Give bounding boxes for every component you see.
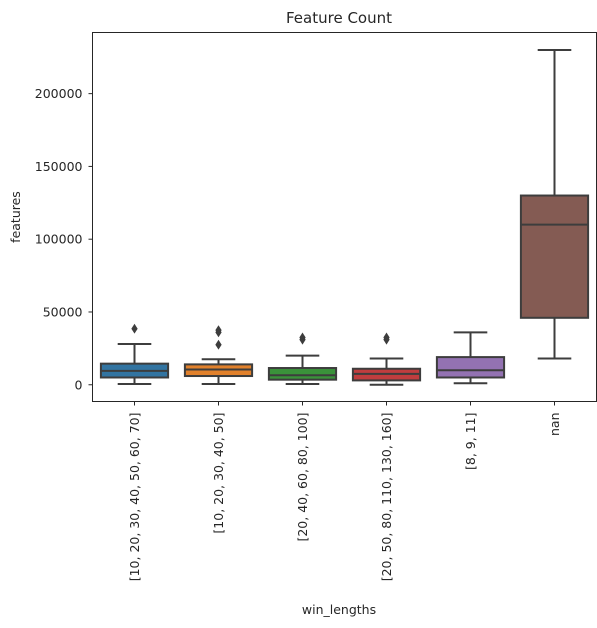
outlier-point [383, 332, 390, 343]
y-axis-label: features [8, 191, 23, 243]
y-tick-label: 50000 [43, 304, 83, 319]
box-group [267, 332, 338, 386]
x-tick-label: [10, 20, 30, 40, 50, 60, 70] [127, 413, 142, 582]
box-group [351, 332, 422, 386]
x-tick-label: nan [547, 413, 562, 437]
box [267, 367, 338, 381]
y-axis-ticks: 0 50000 100000 150000 200000 [35, 86, 93, 392]
x-tick-label: [20, 40, 60, 80, 100] [295, 413, 310, 542]
x-tick-label: [20, 50, 80, 110, 130, 160] [379, 413, 394, 582]
plot-area [99, 48, 590, 386]
x-axis-label: win_lengths [302, 602, 376, 617]
x-tick-label: [8, 9, 11] [463, 413, 478, 470]
outlier-point [215, 339, 222, 350]
x-axis-ticks: [10, 20, 30, 40, 50, 60, 70] [10, 20, 30,… [127, 401, 562, 582]
y-tick-label: 200000 [35, 86, 83, 101]
box [435, 356, 506, 379]
box-group [435, 331, 506, 385]
y-tick-label: 0 [75, 377, 83, 392]
outlier-point [131, 323, 138, 334]
outlier-point [215, 325, 222, 336]
outlier-point [299, 332, 306, 343]
x-tick-label: [10, 20, 30, 40, 50] [211, 413, 226, 534]
y-tick-label: 150000 [35, 159, 83, 174]
box-group [519, 48, 590, 360]
box [519, 194, 590, 319]
chart-title: Feature Count [286, 9, 392, 27]
y-tick-label: 100000 [35, 232, 83, 247]
box-group [183, 325, 254, 386]
box-group [99, 323, 170, 386]
